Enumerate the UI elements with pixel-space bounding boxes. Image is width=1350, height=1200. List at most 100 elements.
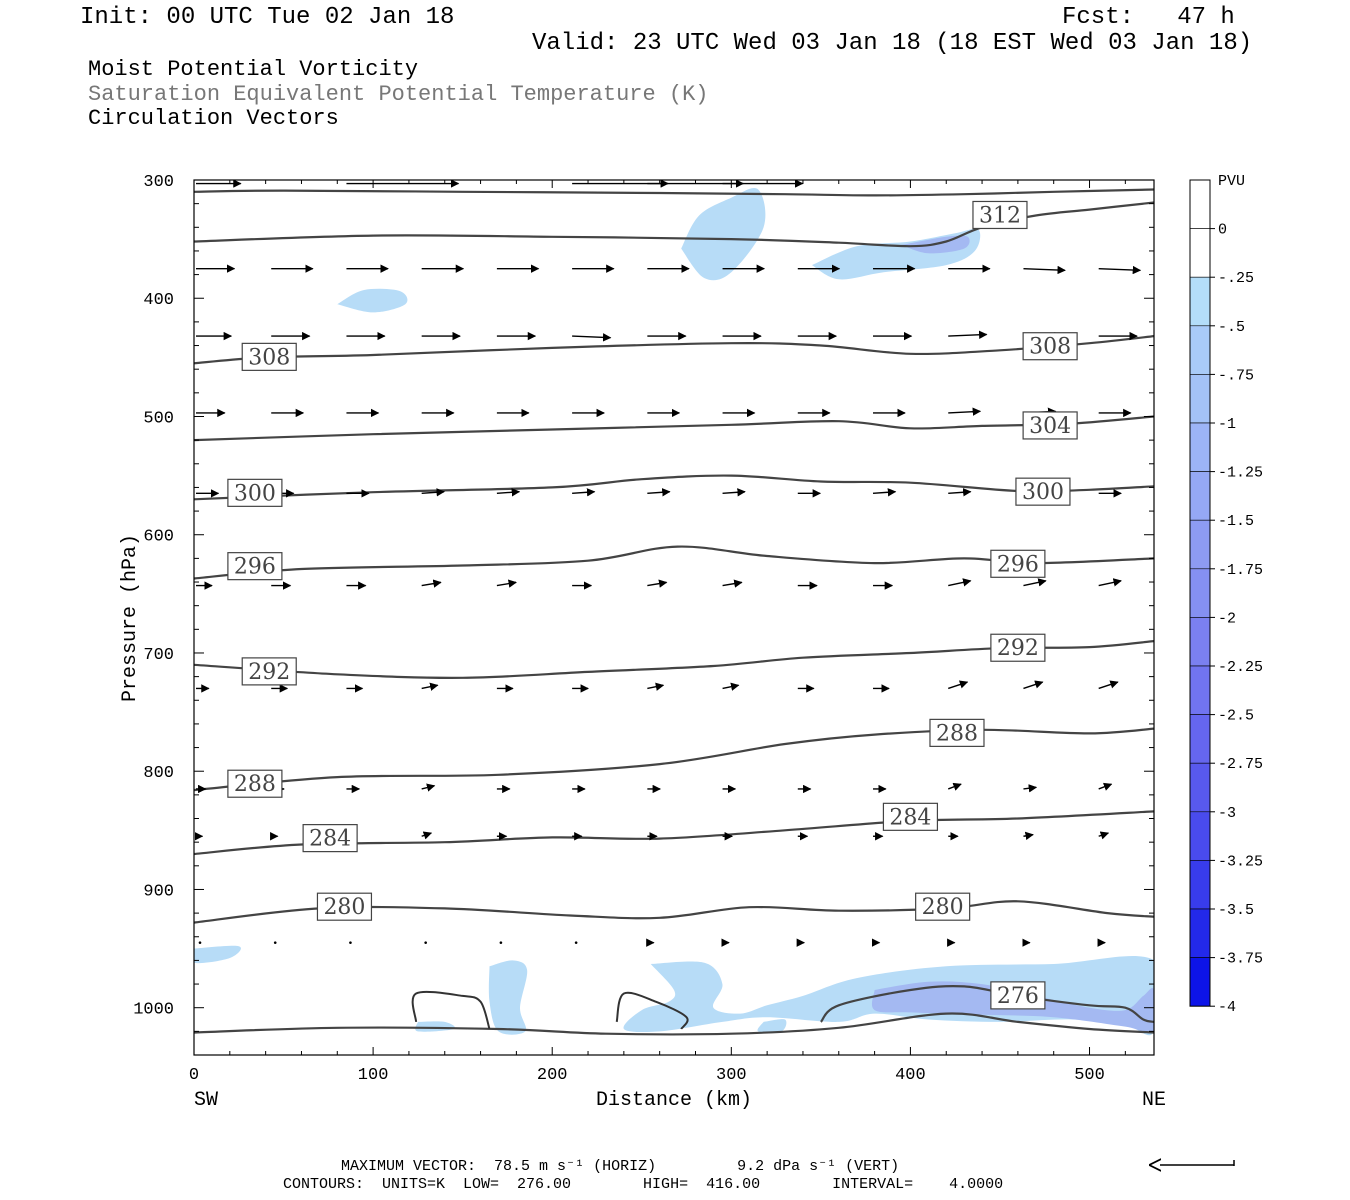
vector-arrow — [722, 682, 740, 691]
svg-text:296: 296 — [234, 555, 276, 580]
circulation-vectors — [194, 180, 1178, 947]
svg-text:292: 292 — [997, 636, 1039, 661]
colorbar-label: -.25 — [1218, 270, 1254, 287]
colorbar-swatch — [1189, 811, 1211, 861]
vector-arrow — [948, 407, 982, 416]
colorbar-swatch — [1189, 617, 1211, 667]
y-tick-label: 300 — [143, 173, 174, 192]
vector-arrow — [647, 579, 668, 588]
svg-text:308: 308 — [248, 345, 290, 370]
vector-arrow — [1156, 682, 1175, 688]
svg-text:304: 304 — [1029, 414, 1071, 439]
colorbar-swatch — [1189, 568, 1211, 618]
vector-arrow — [496, 579, 517, 588]
vector-arrow — [1156, 581, 1178, 586]
x-end-right: NE — [1142, 1089, 1166, 1112]
contour-caption: CONTOURS: UNITS=K LOW= 276.00 HIGH= 416.… — [283, 1176, 1004, 1193]
colorbar: PVU 0 -.25 -.5 -.75 -1 -1.25 -1.5 -1.75 -2 -2.25 -2… — [1189, 173, 1263, 1016]
colorbar-swatch — [1189, 957, 1211, 1007]
contour-312-1 — [194, 201, 1154, 248]
vector-arrow — [948, 578, 972, 587]
contour-label-296: 296 — [990, 549, 1046, 578]
contour-label-276: 276 — [990, 981, 1046, 1010]
colorbar-label: -1.5 — [1218, 513, 1254, 530]
vector-arrow — [574, 941, 578, 944]
colorbar-swatch — [1189, 422, 1211, 472]
vector-arrow — [349, 941, 352, 944]
x-tick-label: 500 — [1074, 1066, 1105, 1085]
y-tick-label: 900 — [143, 882, 174, 901]
colorbar-swatch — [1189, 860, 1211, 910]
colorbar-label: -3.25 — [1218, 853, 1263, 870]
vector-arrow — [1156, 492, 1178, 494]
pv-region-0 — [681, 188, 766, 281]
vector-arrow — [1023, 784, 1038, 793]
colorbar-label: -2.25 — [1218, 659, 1263, 676]
vector-arrow — [499, 941, 503, 944]
colorbar-label: -1.25 — [1218, 465, 1263, 482]
svg-text:300: 300 — [1022, 480, 1064, 505]
vector-arrow — [421, 682, 439, 691]
svg-text:276: 276 — [997, 984, 1039, 1009]
contour-label-280: 280 — [915, 892, 971, 921]
colorbar-label: -4 — [1218, 999, 1236, 1016]
vector-arrow — [647, 488, 671, 497]
y-tick-label: 500 — [143, 409, 174, 428]
contour-280-15 — [194, 900, 1154, 924]
contour-label-284: 284 — [302, 824, 358, 853]
title-moist-pv: Moist Potential Vorticity — [88, 57, 419, 82]
pv-region-8 — [415, 1021, 456, 1032]
contour-label-300: 300 — [227, 478, 283, 507]
contour-label-304: 304 — [1022, 411, 1078, 440]
svg-text:308: 308 — [1029, 335, 1071, 360]
vector-arrow — [1023, 578, 1047, 587]
colorbar-label: -.75 — [1218, 367, 1254, 384]
colorbar-label: -3.5 — [1218, 902, 1254, 919]
colorbar-swatch — [1189, 179, 1211, 229]
pv-region-9 — [757, 1019, 787, 1033]
svg-text:296: 296 — [997, 552, 1039, 577]
contour-276-pocket-0 — [411, 990, 491, 1030]
vector-arrow — [1156, 784, 1169, 789]
vector-arrow — [1098, 831, 1110, 840]
colorbar-swatch — [1189, 374, 1211, 424]
vector-arrow — [647, 682, 665, 691]
colorbar-label: -2.5 — [1218, 708, 1254, 725]
colorbar-swatch — [1189, 471, 1211, 521]
svg-text:280: 280 — [323, 895, 365, 920]
contour-312-0 — [194, 188, 1154, 197]
vector-arrow — [572, 333, 612, 342]
vector-arrow — [421, 783, 436, 792]
colorbar-swatch — [1189, 762, 1211, 813]
x-tick-label: 0 — [189, 1066, 199, 1085]
x-tick-label: 100 — [358, 1066, 389, 1085]
vector-arrow — [1098, 265, 1142, 275]
svg-text:280: 280 — [922, 895, 964, 920]
theta-contours — [194, 188, 1154, 1036]
colorbar-label: -3 — [1218, 805, 1236, 822]
svg-text:288: 288 — [234, 772, 276, 797]
y-tick-label: 600 — [143, 528, 174, 547]
colorbar-label: 0 — [1218, 222, 1227, 239]
vector-arrow — [1023, 265, 1066, 275]
valid-time-label: Valid: 23 UTC Wed 03 Jan 18 (18 EST Wed … — [532, 30, 1253, 57]
init-time-label: Init: 00 UTC Tue 02 Jan 18 — [80, 4, 455, 31]
vector-arrow — [421, 488, 445, 497]
svg-text:284: 284 — [309, 827, 351, 852]
contour-labels: 312 308 308 304 300 300 296 296 292 292 288 288 284 2… — [227, 200, 1078, 1010]
colorbar-swatch — [1189, 665, 1211, 715]
vector-arrow — [947, 782, 962, 791]
colorbar-swatch — [1189, 519, 1211, 570]
colorbar-swatch — [1189, 908, 1211, 958]
colorbar-label: -2.75 — [1218, 756, 1263, 773]
contour-308-2 — [194, 335, 1154, 365]
x-tick-label: 400 — [895, 1066, 926, 1085]
title-theta-es: Saturation Equivalent Potential Temperat… — [88, 82, 709, 107]
svg-text:284: 284 — [889, 805, 931, 830]
colorbar-title: PVU — [1218, 173, 1245, 190]
vector-arrow — [1023, 680, 1044, 690]
contour-label-308: 308 — [1022, 332, 1078, 361]
x-axis-title: Distance (km) — [596, 1089, 752, 1112]
contour-label-312: 312 — [972, 200, 1028, 230]
